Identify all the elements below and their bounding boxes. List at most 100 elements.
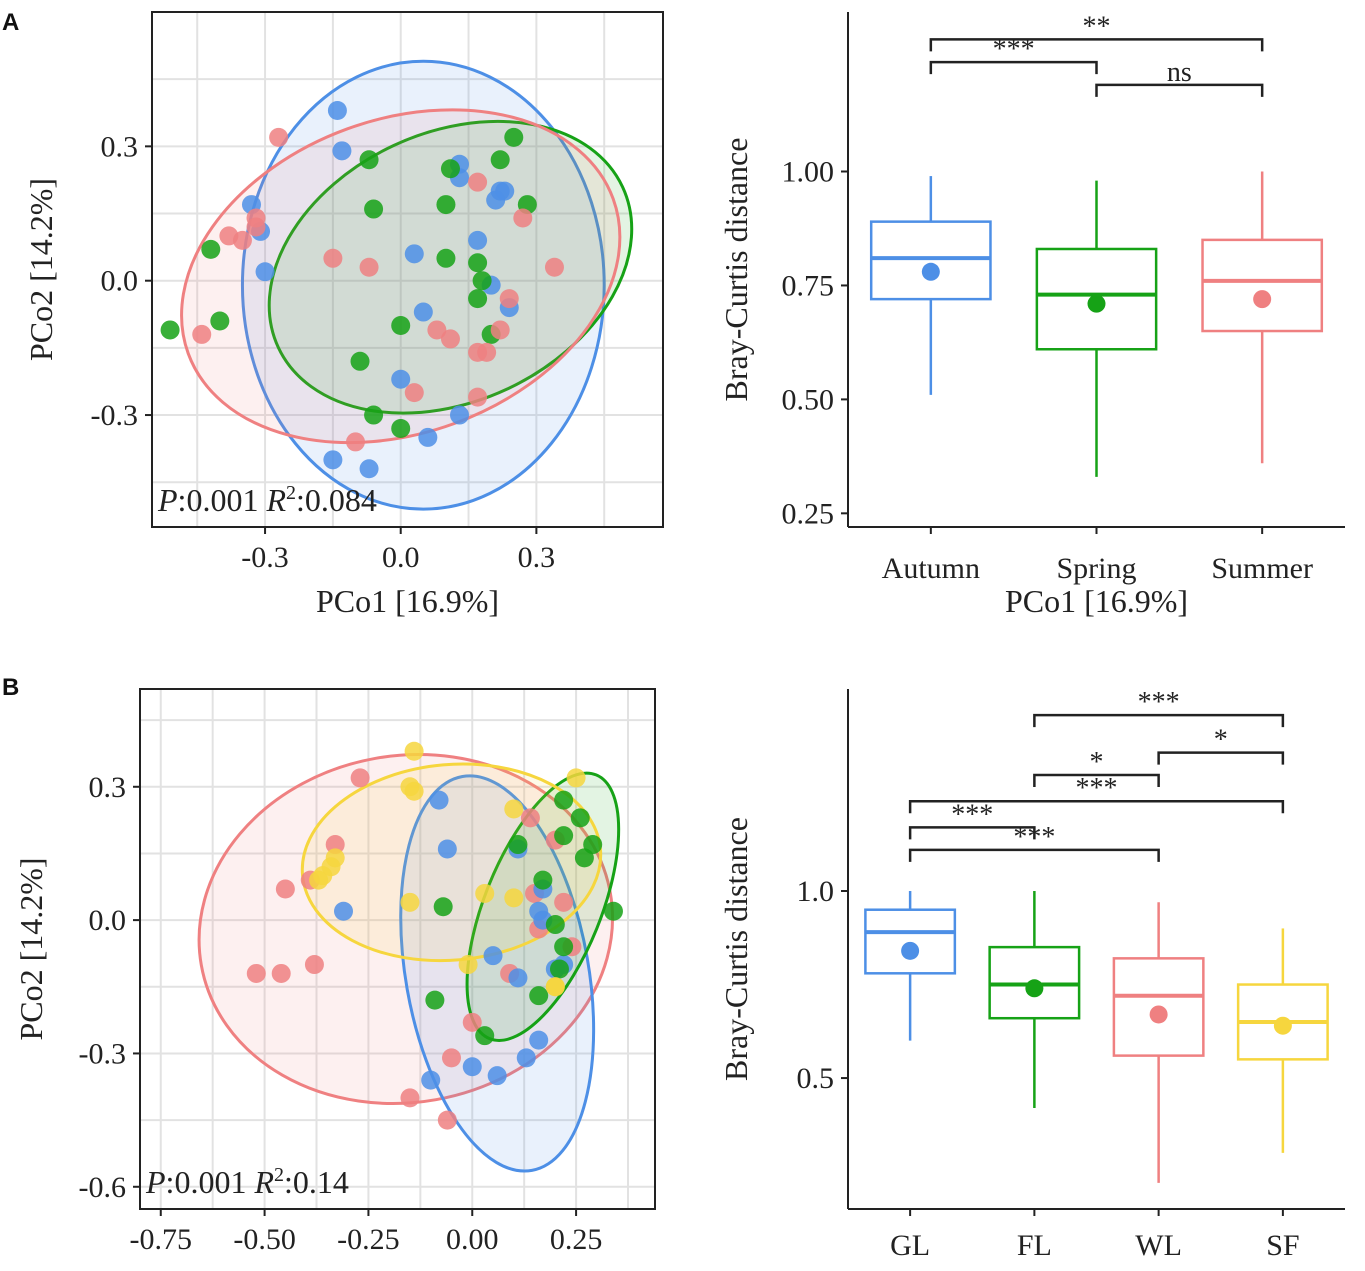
point-gl: [487, 1066, 507, 1086]
point-fl: [554, 790, 574, 810]
point-summer: [490, 320, 510, 340]
significance-label: ***: [1013, 822, 1055, 853]
x-tick-label: 0.0: [382, 541, 420, 574]
point-gl: [508, 968, 528, 988]
chart-a-pcoa: -0.3 0.0 0.3 -0.3 0.0 0.3 PCo1 [16.9%] PCo2 [14…: [23, 11, 664, 619]
point-fl: [533, 870, 553, 890]
point-wl: [350, 768, 370, 788]
x-tick-label: -0.25: [337, 1223, 400, 1256]
mean-point-fl: [1025, 979, 1044, 998]
point-sf: [404, 781, 424, 801]
point-sf: [475, 883, 495, 903]
point-spring: [359, 150, 379, 170]
point-wl: [271, 963, 291, 983]
mean-point-sf: [1273, 1016, 1292, 1035]
stats-r-exponent: 2: [286, 482, 296, 504]
chart-b-boxplot: 0.51.0GL FL WL SF**************Bray-Curtis …: [718, 687, 1345, 1262]
significance-bracket: [908, 848, 1160, 862]
category-label-wl: WL: [1135, 1229, 1182, 1262]
significance-label: *: [1214, 725, 1228, 756]
point-autumn: [486, 190, 506, 210]
point-spring: [468, 253, 488, 273]
point-autumn: [413, 302, 433, 322]
y-axis-label: PCo2 [14.2%]: [23, 178, 59, 361]
significance-label: *: [1090, 747, 1104, 778]
point-fl: [433, 897, 453, 917]
y-tick-label: 0.50: [782, 383, 835, 416]
y-axis-label: PCo2 [14.2%]: [13, 857, 49, 1040]
point-sf: [504, 799, 524, 819]
plot-frame: [139, 688, 656, 1210]
point-summer: [269, 127, 289, 147]
point-spring: [436, 248, 456, 268]
point-fl: [554, 937, 574, 957]
y-tick-label: 0.75: [782, 269, 835, 302]
point-spring: [350, 351, 370, 371]
point-summer: [544, 257, 564, 277]
point-sf: [400, 892, 420, 912]
point-sf: [404, 741, 424, 761]
significance-label: **: [1083, 11, 1111, 42]
point-spring: [391, 315, 411, 335]
significance-label: ***: [993, 34, 1035, 65]
point-wl: [554, 892, 574, 912]
category-label-gl: GL: [890, 1229, 930, 1262]
point-spring: [364, 405, 384, 425]
point-summer: [468, 172, 488, 192]
point-fl: [425, 990, 445, 1010]
point-summer: [499, 289, 519, 309]
y-tick-label: 1.00: [782, 156, 835, 189]
point-gl: [334, 901, 354, 921]
significance-bracket: [908, 826, 1036, 840]
point-summer: [477, 342, 497, 362]
point-autumn: [323, 450, 343, 470]
point-autumn: [359, 459, 379, 479]
point-fl: [549, 959, 569, 979]
stats-p-value: :0.001: [178, 482, 267, 518]
point-autumn: [391, 369, 411, 389]
box-wl: [1112, 957, 1205, 1057]
mean-point-wl: [1149, 1005, 1168, 1024]
significance-label: ***: [1138, 687, 1180, 718]
point-fl: [545, 915, 565, 935]
mean-point-autumn: [921, 262, 940, 281]
category-label-sf: SF: [1266, 1229, 1299, 1262]
point-fl: [554, 826, 574, 846]
point-fl: [574, 848, 594, 868]
panel-label-a: A: [2, 9, 19, 36]
significance-bracket: [1095, 83, 1264, 97]
point-summer: [345, 432, 365, 452]
point-wl: [520, 808, 540, 828]
significance-label: ns: [1167, 57, 1192, 88]
point-spring: [160, 320, 180, 340]
x-tick-label: 0.00: [446, 1223, 499, 1256]
stats-r-value: :0.084: [296, 482, 377, 518]
point-summer: [323, 248, 343, 268]
stats-annotation: P:0.001 R2:0.084: [157, 482, 377, 518]
point-wl: [325, 835, 345, 855]
point-spring: [391, 418, 411, 438]
point-spring: [364, 199, 384, 219]
point-gl: [462, 1057, 482, 1077]
category-label-spring: Spring: [1056, 552, 1136, 585]
y-tick-label: 0.5: [797, 1062, 835, 1095]
point-summer: [468, 387, 488, 407]
significance-bracket: [929, 60, 1098, 75]
point-spring: [504, 127, 524, 147]
ellipse-spring: [267, 119, 634, 415]
point-spring: [436, 195, 456, 215]
x-tick-label: 0.25: [550, 1223, 603, 1256]
panel-label-b: B: [2, 674, 19, 701]
y-tick-label: -0.3: [79, 1037, 127, 1070]
point-autumn: [468, 230, 488, 250]
significance-bracket: [1033, 713, 1285, 728]
stats-p-value: :0.001: [166, 1164, 255, 1200]
point-fl: [475, 1026, 495, 1046]
point-autumn: [327, 101, 347, 121]
point-sf: [545, 977, 565, 997]
point-fl: [508, 835, 528, 855]
point-wl: [441, 1048, 461, 1068]
point-sf: [309, 870, 329, 890]
category-label-summer: Summer: [1211, 552, 1313, 585]
